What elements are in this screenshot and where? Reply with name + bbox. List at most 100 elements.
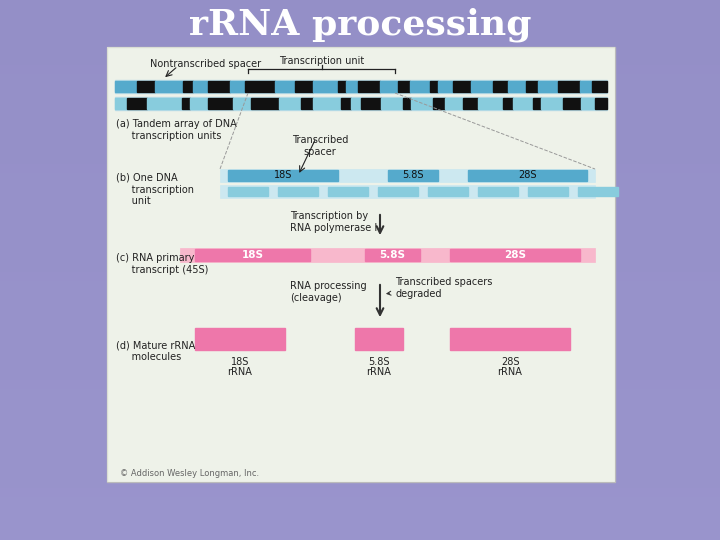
Bar [338, 81, 346, 92]
Bar [313, 98, 341, 109]
Text: (b) One DNA
     transcription
     unit: (b) One DNA transcription unit [116, 173, 194, 206]
Bar [0, 44, 720, 54]
Bar [595, 98, 607, 109]
Bar [581, 98, 595, 109]
Bar [115, 97, 607, 110]
Bar [0, 485, 720, 495]
Bar [410, 81, 430, 92]
Bar [0, 53, 720, 63]
Bar [0, 359, 720, 369]
Text: © Addison Wesley Longman, Inc.: © Addison Wesley Longman, Inc. [120, 469, 259, 477]
Text: 28S: 28S [500, 357, 519, 367]
Bar [0, 467, 720, 477]
Bar [0, 98, 720, 108]
Bar [228, 187, 268, 196]
Bar [155, 81, 183, 92]
Bar [471, 81, 493, 92]
Bar [0, 233, 720, 243]
Text: Transcription by
RNA polymerase I: Transcription by RNA polymerase I [290, 211, 377, 233]
Bar [127, 98, 147, 109]
Bar [381, 98, 403, 109]
Bar [0, 215, 720, 225]
Bar [0, 197, 720, 207]
Bar [137, 81, 155, 92]
Bar [0, 503, 720, 513]
Bar [220, 169, 595, 182]
Bar [228, 170, 338, 181]
Bar [468, 170, 587, 181]
Text: 28S: 28S [504, 250, 526, 260]
Bar [0, 179, 720, 189]
Bar [278, 187, 318, 196]
Bar [0, 449, 720, 459]
Bar [445, 98, 463, 109]
Bar [183, 81, 193, 92]
Bar [0, 305, 720, 315]
Bar [478, 187, 518, 196]
Bar [493, 81, 508, 92]
Bar [0, 494, 720, 504]
Bar [450, 328, 570, 350]
Bar [346, 81, 358, 92]
Bar [245, 81, 275, 92]
Bar [328, 187, 368, 196]
Bar [378, 187, 418, 196]
Text: 5.8S: 5.8S [368, 357, 390, 367]
Bar [0, 242, 720, 252]
Bar [0, 251, 720, 261]
FancyBboxPatch shape [107, 47, 615, 482]
Bar [541, 98, 563, 109]
Bar [580, 81, 592, 92]
Bar [195, 328, 285, 350]
Bar [115, 81, 137, 92]
Text: rRNA processing: rRNA processing [189, 8, 531, 42]
Bar [0, 368, 720, 378]
Bar [0, 143, 720, 153]
Bar [0, 89, 720, 99]
Bar [351, 98, 361, 109]
Bar [0, 341, 720, 351]
Bar [0, 521, 720, 531]
Text: Transcribed
spacer: Transcribed spacer [292, 135, 348, 157]
Bar [0, 431, 720, 441]
Bar [279, 98, 301, 109]
Text: 28S: 28S [518, 171, 536, 180]
Text: rRNA: rRNA [228, 367, 253, 377]
Bar [365, 249, 420, 261]
Text: 18S: 18S [274, 171, 292, 180]
Bar [428, 187, 468, 196]
Bar [341, 98, 351, 109]
Bar [508, 81, 526, 92]
Text: RNA processing
(cleavage): RNA processing (cleavage) [290, 281, 366, 303]
Bar [0, 413, 720, 423]
Bar [0, 332, 720, 342]
Bar [230, 81, 245, 92]
Bar [0, 71, 720, 81]
Text: 18S: 18S [231, 357, 249, 367]
Bar [0, 125, 720, 135]
Bar [355, 328, 403, 350]
Bar [193, 81, 208, 92]
Bar [0, 170, 720, 180]
Text: (d) Mature rRNA
     molecules: (d) Mature rRNA molecules [116, 340, 195, 362]
Bar [453, 81, 471, 92]
Bar [0, 80, 720, 90]
Bar [313, 81, 338, 92]
Bar [233, 98, 251, 109]
Bar [592, 81, 607, 92]
Bar [526, 81, 538, 92]
Bar [190, 98, 208, 109]
Bar [0, 206, 720, 216]
Bar [578, 187, 618, 196]
Text: (a) Tandem array of DNA
     transcription units: (a) Tandem array of DNA transcription un… [116, 119, 237, 140]
Bar [0, 476, 720, 486]
Bar [251, 98, 279, 109]
Bar [0, 260, 720, 270]
Bar [0, 62, 720, 72]
Bar [180, 248, 595, 262]
Bar [275, 81, 295, 92]
Bar [0, 134, 720, 144]
Bar [0, 152, 720, 162]
Bar [115, 80, 607, 93]
Bar [0, 422, 720, 432]
